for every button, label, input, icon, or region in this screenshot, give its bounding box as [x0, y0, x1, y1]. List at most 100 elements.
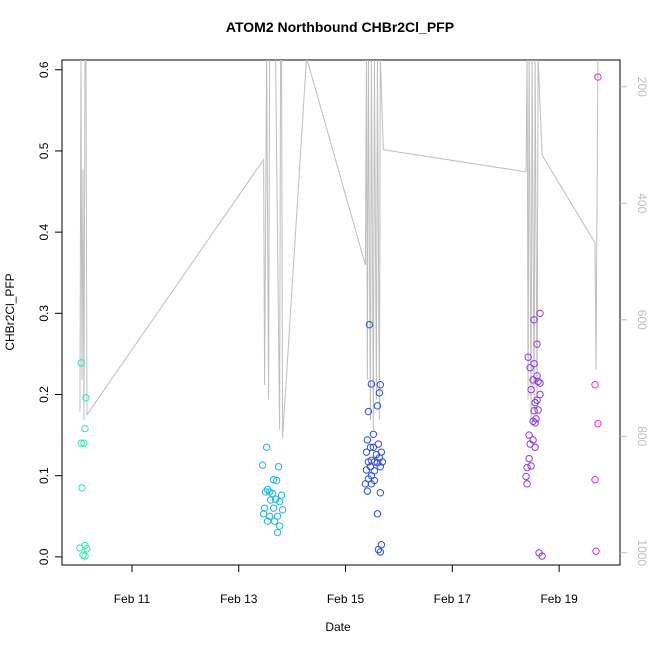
point — [269, 504, 278, 512]
y-tick-label: 0.0 — [37, 548, 51, 565]
point — [538, 552, 546, 560]
y2-tick-label: 1000 — [635, 539, 649, 566]
x-tick-label: Feb 13 — [220, 592, 258, 606]
point — [591, 381, 599, 389]
point — [367, 380, 376, 388]
point — [592, 547, 600, 555]
point — [77, 439, 85, 447]
x-axis-label: Date — [325, 620, 351, 634]
point — [533, 396, 541, 404]
point — [369, 443, 378, 451]
y-tick-label: 0.3 — [37, 305, 51, 322]
x-tick-label: Feb 15 — [327, 592, 365, 606]
point — [374, 440, 383, 448]
point — [373, 402, 382, 410]
point — [366, 443, 375, 451]
point — [265, 512, 274, 520]
point — [376, 548, 385, 556]
point — [530, 407, 538, 415]
point — [362, 466, 371, 474]
point — [266, 496, 275, 504]
point — [536, 379, 544, 387]
point — [271, 495, 280, 503]
point — [364, 407, 373, 416]
y2-tick-label: 400 — [635, 193, 649, 213]
point — [81, 424, 89, 433]
point — [270, 517, 279, 525]
point — [534, 406, 542, 414]
point — [530, 316, 538, 324]
point — [367, 480, 376, 488]
point — [263, 517, 272, 525]
point — [83, 545, 91, 553]
point — [373, 510, 382, 518]
point — [591, 476, 599, 484]
point — [263, 485, 272, 494]
point — [533, 340, 541, 348]
point — [275, 497, 284, 506]
point — [376, 489, 385, 497]
y-tick-label: 0.6 — [37, 61, 51, 78]
point — [525, 454, 533, 463]
point — [594, 420, 602, 428]
point — [376, 463, 385, 471]
plot-frame — [61, 59, 621, 566]
point — [531, 398, 539, 407]
point — [370, 458, 379, 466]
point — [362, 448, 371, 456]
point — [78, 484, 86, 492]
point — [524, 353, 532, 361]
x-tick-label: Feb 19 — [540, 592, 578, 606]
x-tick-label: Feb 17 — [434, 592, 472, 606]
point — [375, 389, 384, 397]
point — [374, 545, 383, 554]
y-tick-label: 0.4 — [37, 223, 51, 240]
point — [268, 489, 277, 498]
point — [363, 436, 372, 444]
point — [278, 506, 287, 514]
x-tick-label: Feb 11 — [114, 592, 151, 606]
point — [536, 309, 544, 318]
point — [277, 491, 286, 499]
point — [260, 504, 269, 512]
point — [369, 430, 378, 438]
point — [531, 443, 539, 451]
point — [522, 472, 530, 481]
point — [533, 372, 541, 380]
point — [531, 419, 539, 427]
point — [594, 73, 602, 81]
y-tick-label: 0.5 — [37, 142, 51, 159]
point — [365, 320, 374, 329]
point — [526, 440, 534, 448]
chart-title: ATOM2 Northbound CHBr2Cl_PFP — [226, 19, 454, 35]
point — [82, 394, 90, 402]
point — [363, 487, 372, 495]
y2-tick-label: 800 — [635, 426, 649, 446]
point — [530, 359, 538, 368]
point — [523, 480, 531, 488]
point — [269, 476, 278, 484]
point — [77, 359, 85, 367]
point — [272, 476, 281, 485]
y-axis-label: CHBr2Cl_PFP — [3, 273, 17, 350]
point — [526, 364, 534, 372]
y2-tick-label: 200 — [635, 77, 649, 97]
point — [378, 458, 387, 466]
y-tick-label: 0.1 — [37, 467, 51, 484]
point — [81, 552, 89, 560]
point — [275, 522, 284, 530]
y-tick-label: 0.2 — [37, 386, 51, 403]
point — [529, 417, 537, 425]
point — [261, 488, 270, 496]
point — [527, 462, 535, 470]
point — [523, 463, 531, 472]
point — [361, 480, 370, 488]
point — [529, 376, 537, 384]
point — [262, 443, 271, 451]
point — [525, 431, 533, 439]
point — [376, 381, 385, 389]
point — [534, 377, 542, 386]
point — [274, 463, 283, 471]
point — [536, 390, 544, 399]
